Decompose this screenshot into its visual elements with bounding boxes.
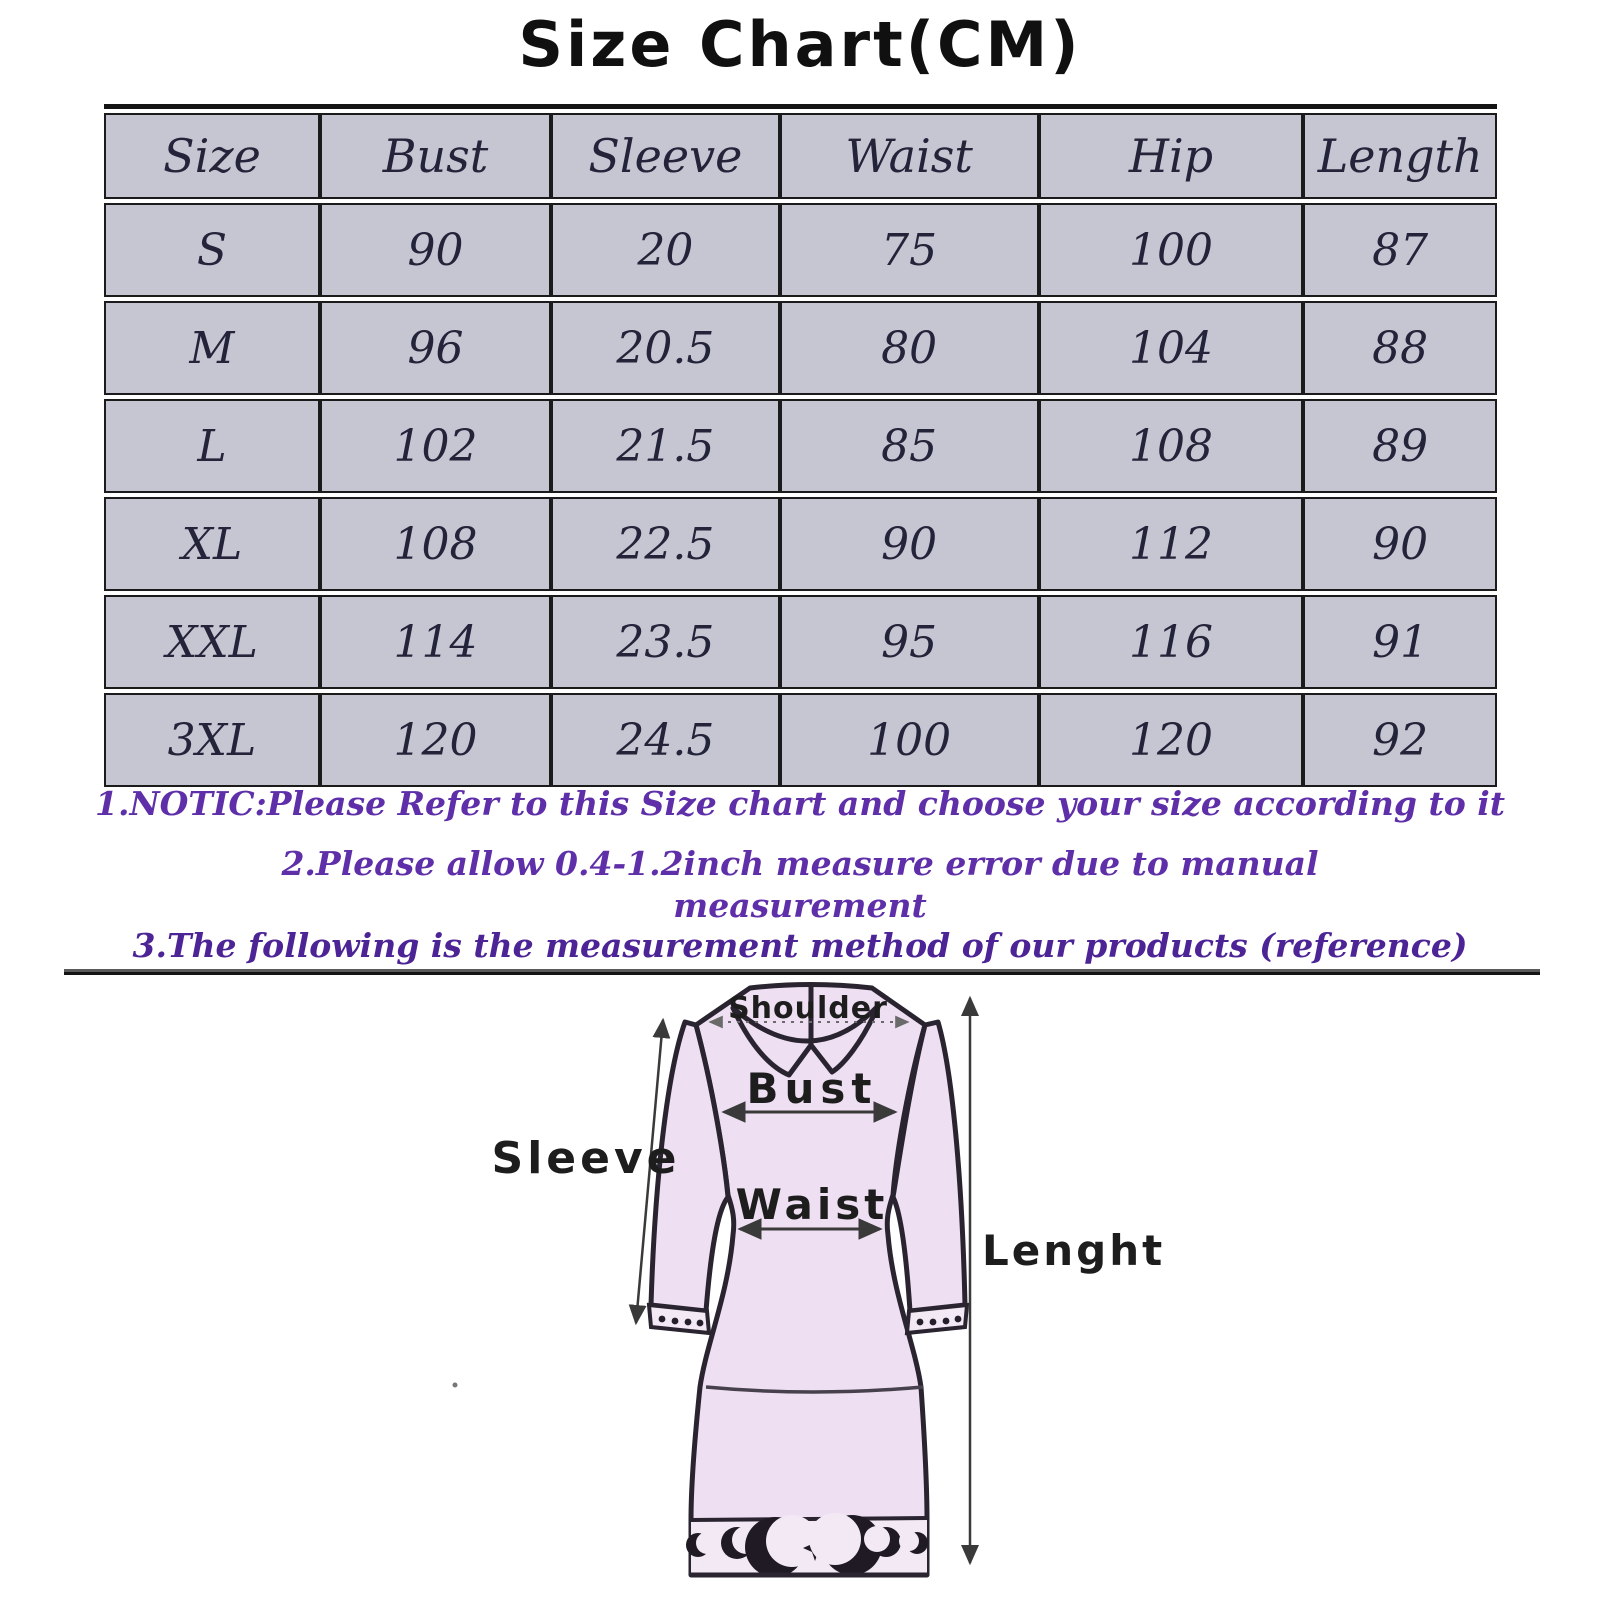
size-table-body: S 90 20 75 100 87 M 96 20.5 80 104 88 L 102 21.5 85 108 8…	[104, 203, 1497, 787]
size-table: Size Bust Sleeve Waist Hip Length S 90 20 75 100 8…	[104, 104, 1497, 791]
table-header-cell: Hip	[1038, 113, 1304, 199]
table-cell: 100	[779, 693, 1039, 787]
table-cell: XL	[104, 497, 320, 591]
table-cell: 90	[779, 497, 1039, 591]
hip-seam-line	[705, 1385, 924, 1394]
table-row: S 90 20 75 100 87	[104, 203, 1497, 297]
table-header-row: Size Bust Sleeve Waist Hip Length	[104, 113, 1497, 199]
table-cell: 20.5	[551, 301, 780, 395]
table-cell: 108	[1038, 399, 1304, 493]
note-line-3: 3.The following is the measurement metho…	[132, 926, 1468, 965]
table-cell: 108	[319, 497, 552, 591]
table-row: 3XL 120 24.5 100 120 92	[104, 693, 1497, 787]
hem-band-top-line	[690, 1516, 928, 1522]
dress-right-sleeve	[890, 1019, 968, 1314]
table-cell: 21.5	[551, 399, 780, 493]
table-cell: 20	[551, 203, 780, 297]
table-cell: 120	[1038, 693, 1304, 787]
table-cell: 3XL	[104, 693, 320, 787]
table-row: M 96 20.5 80 104 88	[104, 301, 1497, 395]
table-cell: 85	[779, 399, 1039, 493]
table-cell: 91	[1303, 595, 1497, 689]
table-cell: 96	[319, 301, 552, 395]
length-label: Lenght	[982, 1226, 1165, 1275]
table-cell: 100	[1038, 203, 1304, 297]
table-cell: 88	[1303, 301, 1497, 395]
table-cell: 89	[1303, 399, 1497, 493]
table-header-cell: Sleeve	[551, 113, 780, 199]
notes-block: 1.NOTIC:Please Refer to this Size chart …	[0, 784, 1600, 966]
table-cell: 80	[779, 301, 1039, 395]
table-cell: 24.5	[551, 693, 780, 787]
table-row: XXL 114 23.5 95 116 91	[104, 595, 1497, 689]
table-cell: 90	[319, 203, 552, 297]
page-title: Size Chart(CM)	[518, 8, 1082, 81]
table-cell: 102	[319, 399, 552, 493]
table-cell: L	[104, 399, 320, 493]
table-header-cell: Size	[104, 113, 320, 199]
waist-label: Waist	[736, 1180, 889, 1229]
table-cell: 22.5	[551, 497, 780, 591]
stray-dot	[452, 1382, 458, 1388]
table-header-cell: Waist	[779, 113, 1039, 199]
hem-moon-pattern	[686, 1513, 928, 1577]
right-cuff-dots	[916, 1315, 962, 1326]
sleeve-arrow	[628, 1017, 671, 1326]
table-cell: 90	[1303, 497, 1497, 591]
left-cuff	[646, 1302, 712, 1336]
size-table-head: Size Bust Sleeve Waist Hip Length	[104, 113, 1497, 199]
table-cell: 23.5	[551, 595, 780, 689]
table-header-cell: Bust	[319, 113, 552, 199]
table-cell: 116	[1038, 595, 1304, 689]
measurement-diagram: Shoulder Bust Waist Sleeve Lenght	[452, 982, 1165, 1578]
table-cell: 95	[779, 595, 1039, 689]
table-header-cell: Length	[1303, 113, 1497, 199]
note-line-2-continued: measurement	[673, 886, 927, 925]
table-cell: 114	[319, 595, 552, 689]
table-cell: 104	[1038, 301, 1304, 395]
shoulder-label: Shoulder	[728, 991, 888, 1026]
table-cell: 120	[319, 693, 552, 787]
table-cell: 112	[1038, 497, 1304, 591]
section-divider	[64, 969, 1540, 975]
table-row: XL 108 22.5 90 112 90	[104, 497, 1497, 591]
table-cell: XXL	[104, 595, 320, 689]
table-cell: 75	[779, 203, 1039, 297]
table-row: L 102 21.5 85 108 89	[104, 399, 1497, 493]
table-cell: S	[104, 203, 320, 297]
table-cell: 87	[1303, 203, 1497, 297]
bust-label: Bust	[747, 1064, 878, 1113]
note-line-2: 2.Please allow 0.4-1.2inch measure error…	[281, 844, 1319, 883]
note-line-1: 1.NOTIC:Please Refer to this Size chart …	[95, 784, 1505, 823]
table-cell: M	[104, 301, 320, 395]
table-cell: 92	[1303, 693, 1497, 787]
sleeve-label: Sleeve	[492, 1133, 681, 1184]
